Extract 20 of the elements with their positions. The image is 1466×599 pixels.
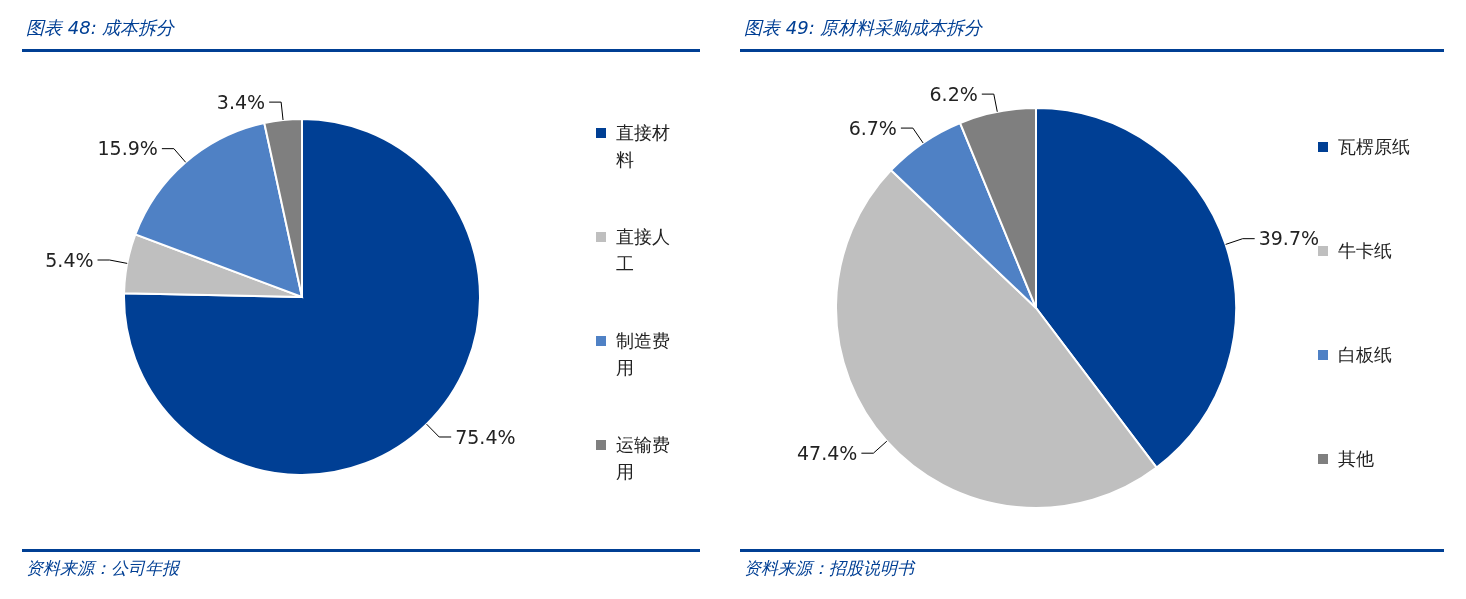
data-label: 75.4% <box>455 425 516 448</box>
data-label: 47.4% <box>797 441 858 464</box>
data-label: 15.9% <box>97 137 158 160</box>
legend-label: 牛卡纸 <box>1338 240 1392 262</box>
legend-label: 直接材料 <box>616 122 670 171</box>
data-label: 3.4% <box>216 90 266 113</box>
data-label: 5.4% <box>45 248 94 271</box>
legend-label: 运输费用 <box>616 434 670 483</box>
data-label: 39.7% <box>1258 227 1320 250</box>
text: 资料来源：公司年报 <box>26 558 181 578</box>
data-label: 6.7% <box>848 116 897 139</box>
legend-label: 其他 <box>1338 448 1374 470</box>
data-label: 6.2% <box>929 82 978 105</box>
chart-title: 图表 49: 原材料采购成本拆分 <box>744 17 985 38</box>
legend-label: 白板纸 <box>1338 344 1392 366</box>
legend-label: 瓦楞原纸 <box>1338 136 1410 158</box>
legend-label: 直接人工 <box>616 226 670 275</box>
text: 资料来源：招股说明书 <box>744 558 916 578</box>
chart-title: 图表 48: 成本拆分 <box>26 17 177 38</box>
legend-label: 制造费用 <box>616 330 670 379</box>
